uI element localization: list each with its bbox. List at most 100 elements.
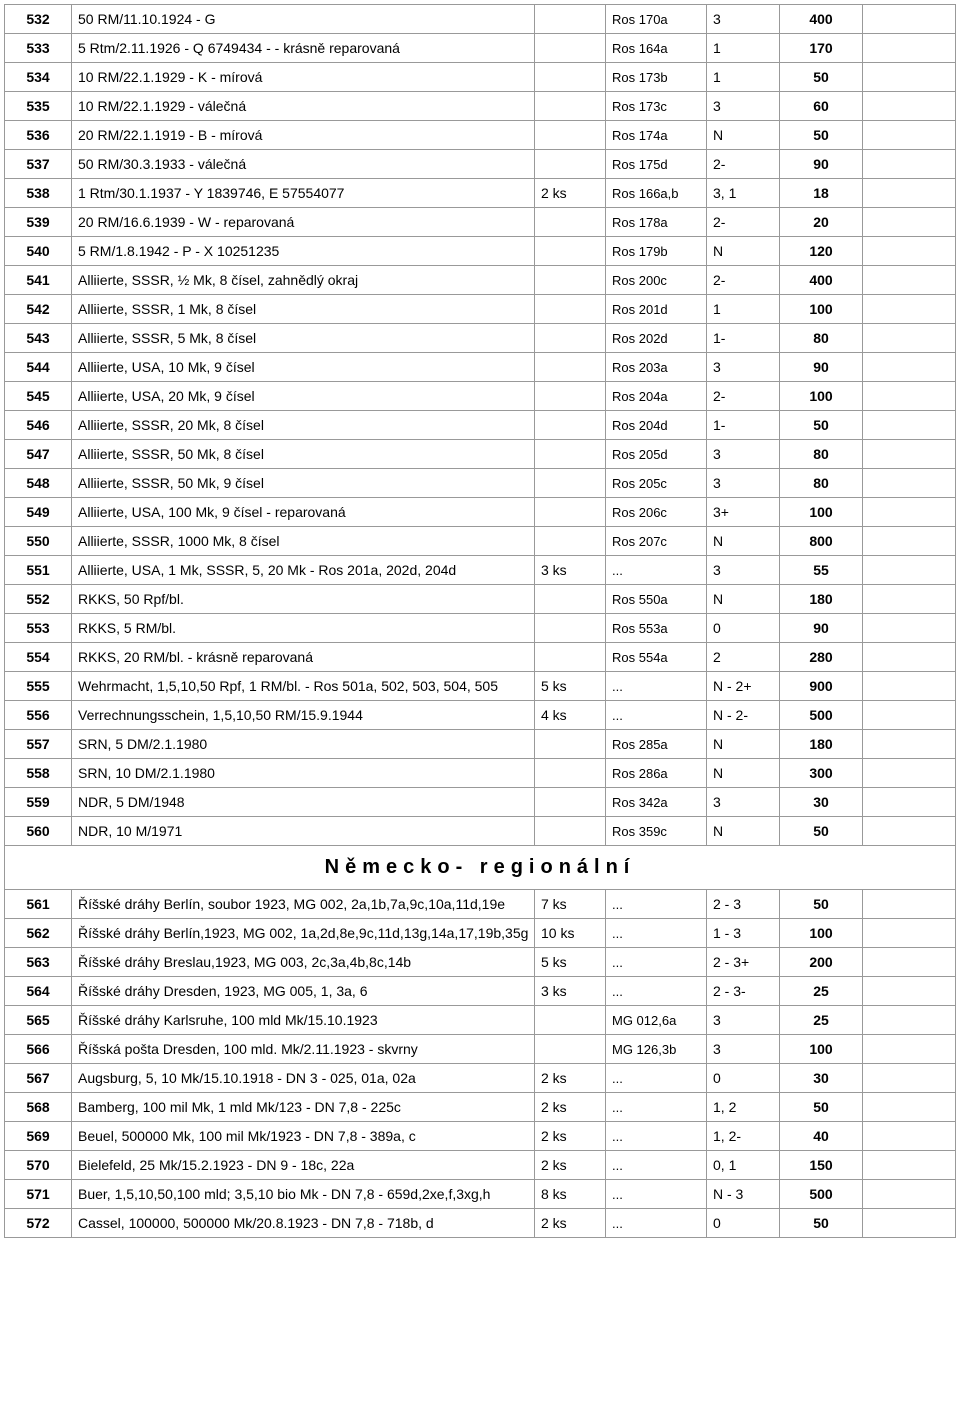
price: 170 [780,34,863,63]
quantity [535,498,606,527]
lot-number: 535 [5,92,72,121]
grade: N [707,527,780,556]
quantity [535,266,606,295]
lot-number: 540 [5,237,72,266]
lot-number: 565 [5,1006,72,1035]
table-row: 548Alliierte, SSSR, 50 Mk, 9 číselRos 20… [5,469,956,498]
table-row: 53920 RM/16.6.1939 - W - reparovanáRos 1… [5,208,956,237]
empty-cell [863,63,956,92]
reference: Ros 174a [606,121,707,150]
price: 200 [780,948,863,977]
quantity [535,817,606,846]
description: Alliierte, USA, 10 Mk, 9 čísel [72,353,535,382]
description: Bielefeld, 25 Mk/15.2.1923 - DN 9 - 18c,… [72,1151,535,1180]
empty-cell [863,440,956,469]
description: Buer, 1,5,10,50,100 mld; 3,5,10 bio Mk -… [72,1180,535,1209]
reference: ... [606,556,707,585]
price: 50 [780,63,863,92]
empty-cell [863,208,956,237]
grade: 3 [707,556,780,585]
price: 30 [780,788,863,817]
grade: 2- [707,208,780,237]
table-row: 557SRN, 5 DM/2.1.1980Ros 285aN180 [5,730,956,759]
grade: N [707,237,780,266]
reference: Ros 201d [606,295,707,324]
grade: 3 [707,469,780,498]
lot-number: 533 [5,34,72,63]
reference: Ros 205d [606,440,707,469]
quantity: 3 ks [535,977,606,1006]
description: Říšská pošta Dresden, 100 mld. Mk/2.11.1… [72,1035,535,1064]
reference: ... [606,701,707,730]
table-row: 564Říšské dráhy Dresden, 1923, MG 005, 1… [5,977,956,1006]
reference: Ros 206c [606,498,707,527]
price: 100 [780,295,863,324]
description: Alliierte, SSSR, 20 Mk, 8 čísel [72,411,535,440]
quantity: 2 ks [535,1209,606,1238]
empty-cell [863,295,956,324]
price: 40 [780,1122,863,1151]
quantity [535,237,606,266]
description: 10 RM/22.1.1929 - K - mírová [72,63,535,92]
grade: 1 [707,295,780,324]
quantity [535,63,606,92]
quantity [535,730,606,759]
empty-cell [863,382,956,411]
reference: Ros 179b [606,237,707,266]
price: 50 [780,1209,863,1238]
table-row: 5335 Rtm/2.11.1926 - Q 6749434 - - krásn… [5,34,956,63]
table-row: 567Augsburg, 5, 10 Mk/15.10.1918 - DN 3 … [5,1064,956,1093]
section-title: Německo- regionální [5,846,956,890]
price: 180 [780,585,863,614]
empty-cell [863,556,956,585]
quantity [535,92,606,121]
table-row: 566Říšská pošta Dresden, 100 mld. Mk/2.1… [5,1035,956,1064]
lot-number: 542 [5,295,72,324]
table-row: 565Říšské dráhy Karlsruhe, 100 mld Mk/15… [5,1006,956,1035]
quantity [535,469,606,498]
quantity: 2 ks [535,1151,606,1180]
reference: Ros 178a [606,208,707,237]
price: 90 [780,353,863,382]
empty-cell [863,324,956,353]
description: Říšské dráhy Berlín, soubor 1923, MG 002… [72,890,535,919]
lot-number: 555 [5,672,72,701]
lot-number: 547 [5,440,72,469]
empty-cell [863,411,956,440]
grade: 3 [707,353,780,382]
table-row: 53620 RM/22.1.1919 - B - mírováRos 174aN… [5,121,956,150]
grade: 0 [707,1209,780,1238]
lot-number: 566 [5,1035,72,1064]
quantity: 7 ks [535,890,606,919]
reference: ... [606,1209,707,1238]
empty-cell [863,1093,956,1122]
lot-number: 548 [5,469,72,498]
grade: 1 [707,63,780,92]
reference: MG 012,6a [606,1006,707,1035]
empty-cell [863,266,956,295]
reference: Ros 173c [606,92,707,121]
empty-cell [863,121,956,150]
lot-number: 549 [5,498,72,527]
price: 400 [780,266,863,295]
price: 80 [780,324,863,353]
description: Alliierte, USA, 1 Mk, SSSR, 5, 20 Mk - R… [72,556,535,585]
description: Alliierte, USA, 100 Mk, 9 čísel - reparo… [72,498,535,527]
lot-number: 563 [5,948,72,977]
grade: 0 [707,1064,780,1093]
quantity: 2 ks [535,1093,606,1122]
table-row: 563Říšské dráhy Breslau,1923, MG 003, 2c… [5,948,956,977]
quantity: 2 ks [535,179,606,208]
reference: Ros 164a [606,34,707,63]
grade: 1 - 3 [707,919,780,948]
lot-number: 556 [5,701,72,730]
reference: Ros 205c [606,469,707,498]
quantity [535,1035,606,1064]
lot-number: 554 [5,643,72,672]
lot-number: 536 [5,121,72,150]
price: 50 [780,1093,863,1122]
table-row: 53750 RM/30.3.1933 - válečnáRos 175d2-90 [5,150,956,179]
lot-number: 551 [5,556,72,585]
table-row: 545Alliierte, USA, 20 Mk, 9 číselRos 204… [5,382,956,411]
grade: 3 [707,1006,780,1035]
